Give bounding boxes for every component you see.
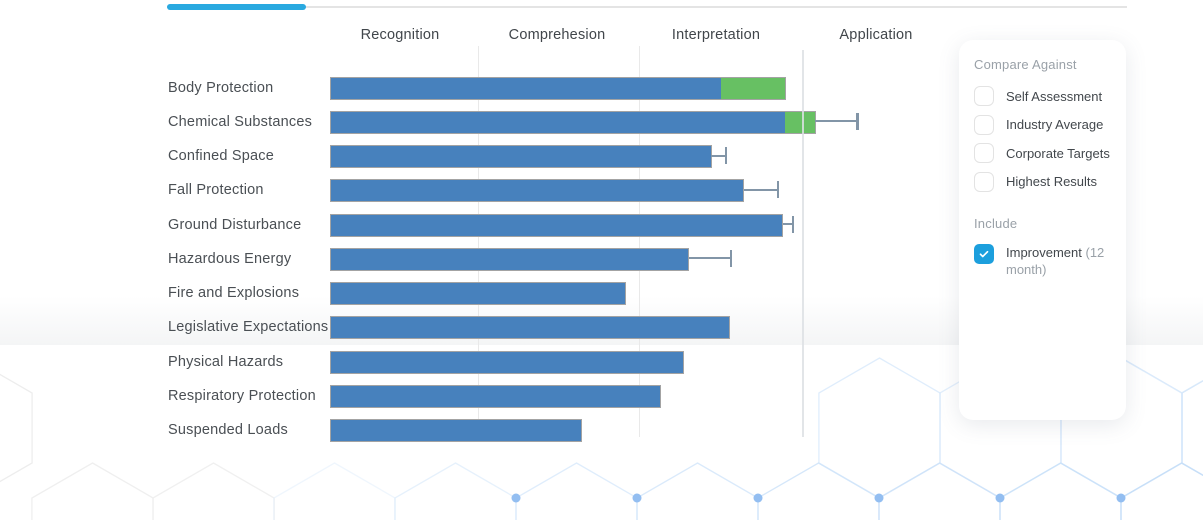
checkbox-unchecked[interactable]	[974, 143, 994, 163]
bar-row[interactable]	[329, 213, 784, 237]
score-bar[interactable]	[330, 317, 729, 339]
whisker-line	[782, 223, 793, 225]
gridline	[477, 46, 479, 437]
bar-row[interactable]	[329, 419, 582, 442]
bar-row[interactable]	[329, 282, 626, 305]
include-option-label-wrap: Improvement (12 month)	[1006, 244, 1114, 278]
compare-option-highest-results[interactable]: Highest Results	[974, 171, 1116, 192]
progress-fill	[167, 4, 307, 10]
improvement-bar[interactable]	[785, 111, 815, 133]
bar-row[interactable]	[329, 145, 712, 168]
score-bar[interactable]	[330, 146, 711, 167]
improvement-bar[interactable]	[720, 77, 786, 99]
checkbox-unchecked[interactable]	[974, 86, 994, 106]
column-header: Comprehesion	[508, 27, 606, 43]
bar-row[interactable]	[329, 384, 662, 408]
bar-row[interactable]	[329, 247, 690, 271]
bar-row[interactable]	[329, 110, 816, 134]
category-label: Body Protection	[168, 79, 274, 96]
checkbox-checked[interactable]	[974, 243, 994, 264]
compare-option-label: Highest Results	[1006, 174, 1098, 189]
compare-option-industry-average[interactable]: Industry Average	[974, 114, 1116, 135]
score-bar[interactable]	[330, 283, 625, 304]
category-label: Physical Hazards	[168, 353, 284, 370]
compare-option-label: Self Assessment	[1006, 88, 1103, 104]
category-label: Respiratory Protection	[168, 387, 316, 404]
column-header: Recognition	[360, 27, 440, 43]
bar-row[interactable]	[329, 179, 745, 203]
whisker-cap	[729, 249, 733, 267]
score-bar[interactable]	[330, 180, 744, 202]
gridline	[638, 46, 640, 437]
whisker-cap	[856, 112, 859, 130]
score-bar[interactable]	[330, 420, 581, 441]
compare-option-label: Corporate Targets	[1006, 145, 1110, 161]
category-label: Suspended Loads	[168, 422, 288, 438]
category-label: Ground Disturbance	[168, 216, 302, 233]
bar-row[interactable]	[329, 76, 787, 100]
score-bar[interactable]	[330, 111, 786, 133]
include-option-suffix: (12 month)	[1006, 244, 1105, 277]
category-label: Hazardous Energy	[168, 250, 292, 267]
bar-row[interactable]	[329, 316, 730, 340]
whisker-line	[688, 257, 731, 260]
whisker-line	[711, 154, 726, 157]
whisker-cap	[791, 215, 795, 233]
whisker-line	[815, 120, 857, 123]
include-option-improvement[interactable]: Improvement (12 month)	[974, 243, 1116, 278]
checkbox-unchecked[interactable]	[974, 171, 994, 192]
whisker-line	[743, 188, 778, 191]
compare-option-label: Industry Average	[1006, 117, 1104, 132]
progress-track	[167, 4, 1127, 10]
include-option-label: Improvement	[1006, 244, 1082, 260]
whisker-cap	[724, 147, 728, 164]
category-label: Legislative Expectations	[168, 319, 329, 336]
category-label: Confined Space	[168, 148, 274, 164]
score-bar[interactable]	[330, 77, 721, 99]
gridline	[802, 50, 804, 437]
bar-row[interactable]	[329, 350, 685, 374]
check-icon	[979, 250, 989, 257]
compare-option-self-assessment[interactable]: Self Assessment	[974, 86, 1116, 106]
column-header: Interpretation	[671, 27, 761, 43]
checkbox-unchecked[interactable]	[974, 114, 994, 135]
category-label: Fire and Explosions	[168, 285, 300, 301]
whisker-cap	[776, 181, 780, 199]
column-header: Application	[839, 27, 913, 43]
score-bar[interactable]	[330, 248, 689, 270]
score-bar[interactable]	[330, 351, 684, 373]
score-bar[interactable]	[330, 385, 661, 407]
compare-option-corporate-targets[interactable]: Corporate Targets	[974, 143, 1116, 163]
score-bar[interactable]	[330, 214, 783, 236]
compare-against-heading: Compare Against	[974, 57, 1077, 72]
category-label: Fall Protection	[168, 182, 264, 199]
filter-panel: Compare Against Self Assessment Industry …	[959, 40, 1126, 420]
include-heading: Include	[974, 215, 1018, 231]
category-label: Chemical Substances	[168, 113, 313, 130]
